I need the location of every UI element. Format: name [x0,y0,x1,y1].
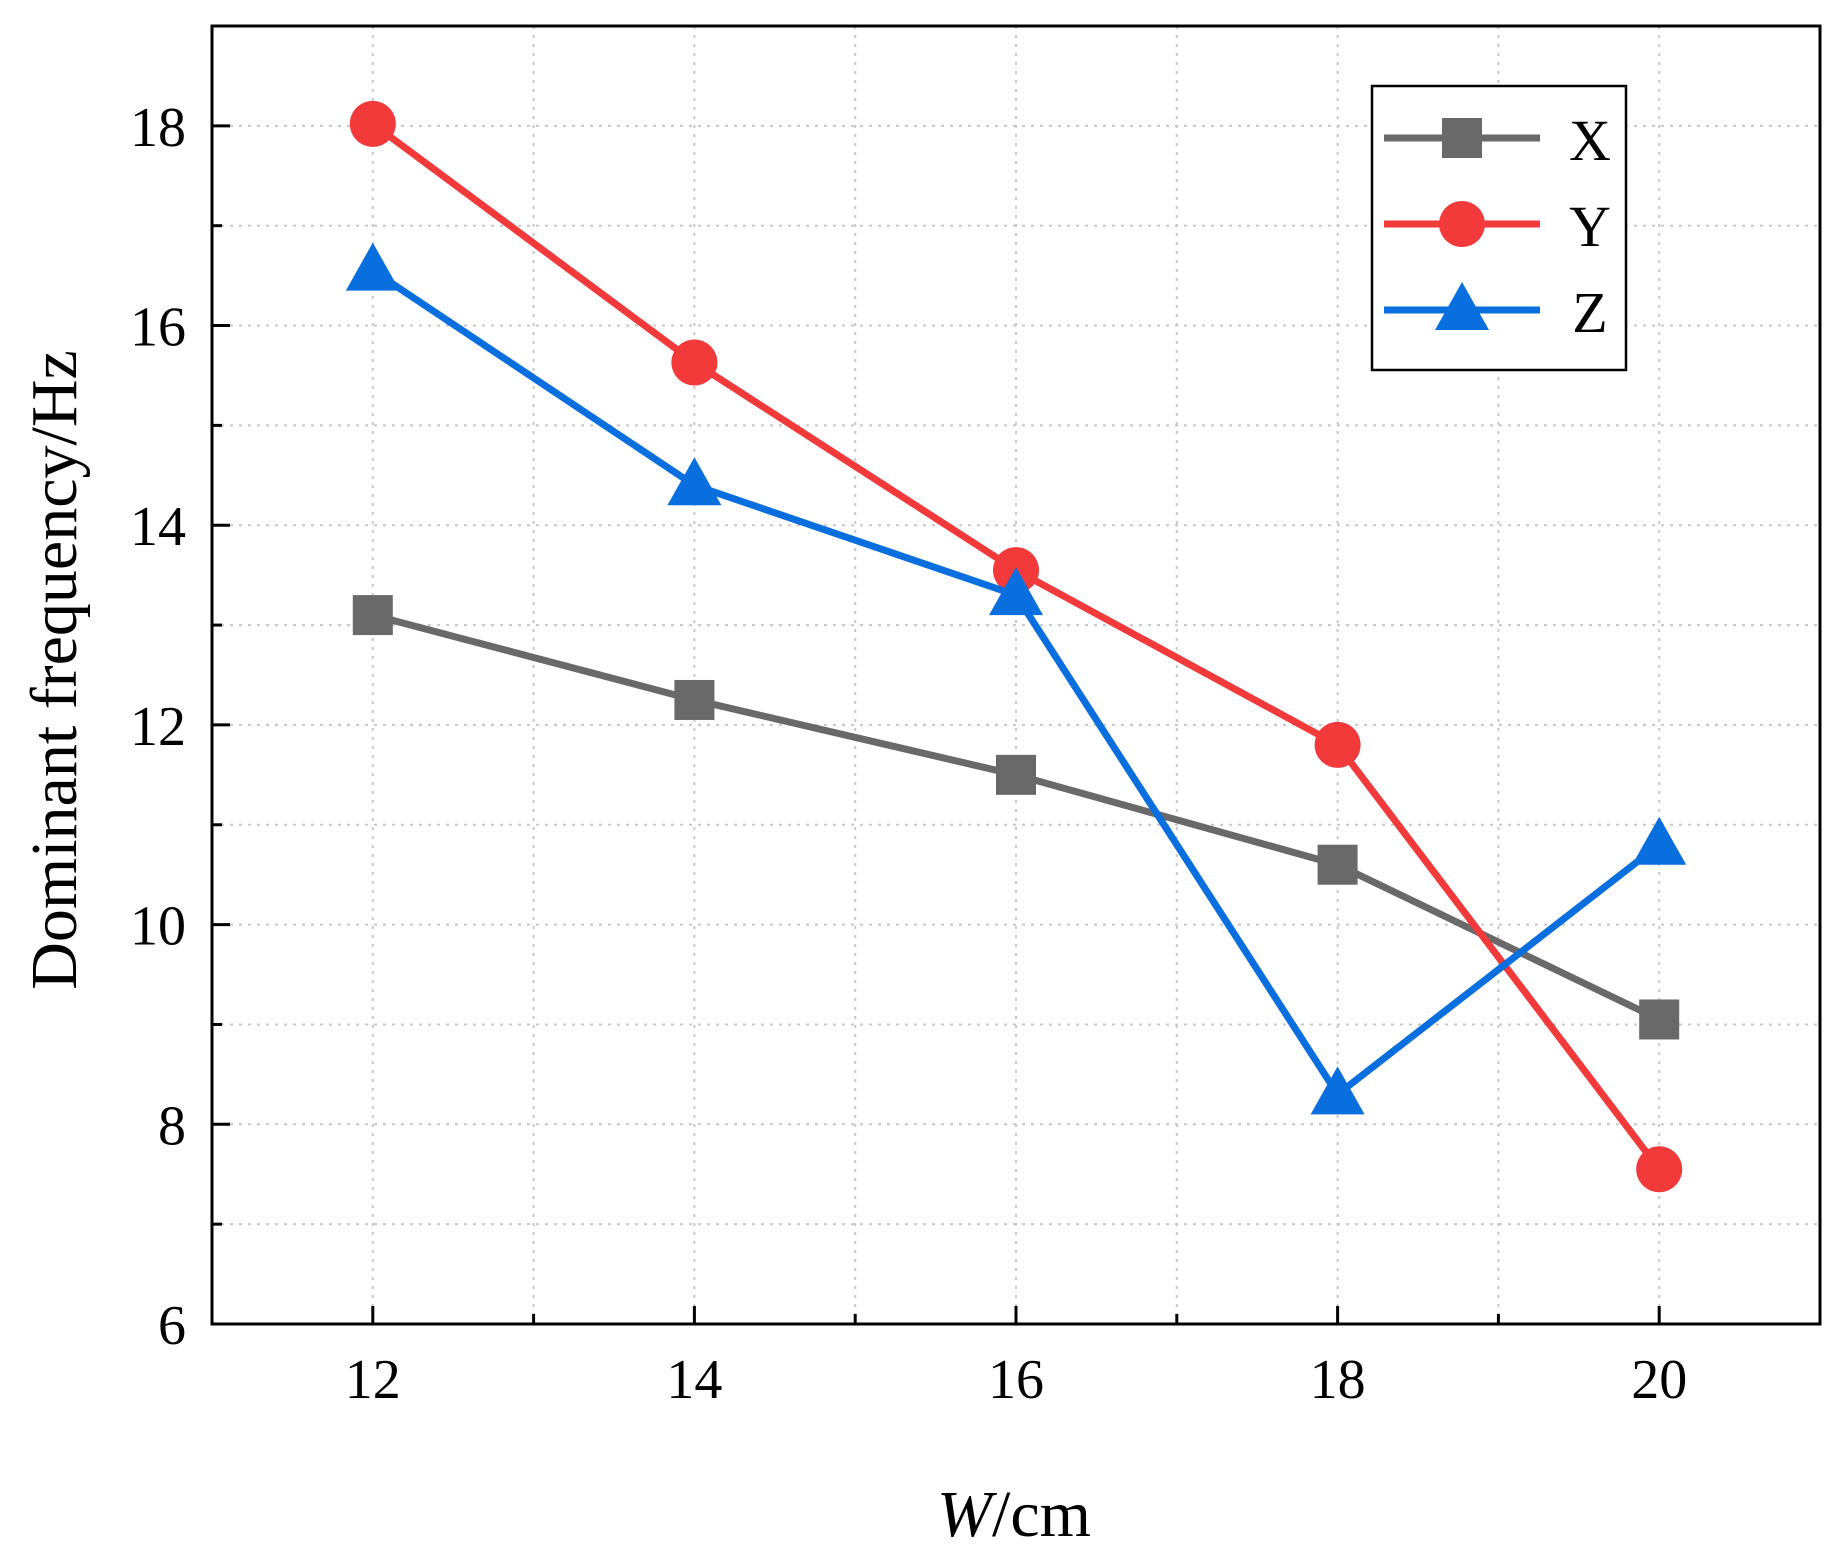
series-z-point [667,457,722,506]
y-tick-label: 18 [130,97,186,159]
y-axis-title: Dominant frequency/Hz [18,350,91,990]
series-x-point [996,754,1036,795]
legend-z-label: Z [1572,280,1607,345]
x-tick-label: 14 [666,1349,722,1411]
y-tick-label: 10 [130,896,186,958]
series-x-point [1639,999,1680,1040]
series-layer [345,100,1687,1193]
legend-box [1370,84,1628,372]
series-y-point [1636,1146,1683,1193]
tick-labels: 12 14 16 18 20 6 8 10 12 14 16 18 [130,97,1687,1411]
series-y-point [671,339,718,386]
series-y-point [1314,721,1361,768]
legend-y-marker [1439,201,1485,247]
y-tick-label: 14 [130,496,186,558]
x-tick-label: 18 [1310,1349,1366,1411]
legend-x-label: X [1569,108,1611,173]
series-z-point [1310,1066,1365,1115]
axis-ticks [210,24,1822,1326]
series-x-point [352,595,393,636]
x-tick-label: 16 [988,1349,1044,1411]
series-z-point [345,242,400,291]
legend-item-z: Z [1384,280,1608,345]
series-z-point [1632,816,1687,865]
legend: XYZ [1370,84,1628,372]
legend-y-label: Y [1569,194,1611,259]
grid [212,26,1820,1324]
x-axis-title: W/cm [937,1478,1091,1551]
x-axis-title-italic: W [937,1478,997,1551]
series-z-point [989,567,1043,616]
series-y-point [349,100,396,147]
legend-x-marker [1442,118,1482,158]
series-x-point [674,679,715,720]
y-tick-label: 8 [158,1095,186,1157]
y-tick-label: 12 [130,696,186,758]
x-axis-title-unit: /cm [992,1478,1091,1551]
series-x [352,595,1680,1040]
series-x-point [1317,844,1358,885]
series-z [345,242,1687,1115]
y-tick-label: 6 [158,1295,186,1357]
series-z-line [370,267,1662,1098]
legend-item-y: Y [1384,194,1611,259]
x-tick-label: 20 [1631,1349,1687,1411]
x-tick-label: 12 [345,1349,401,1411]
legend-item-x: X [1384,108,1611,173]
y-tick-label: 16 [130,297,186,359]
legend-z-marker [1435,282,1489,330]
